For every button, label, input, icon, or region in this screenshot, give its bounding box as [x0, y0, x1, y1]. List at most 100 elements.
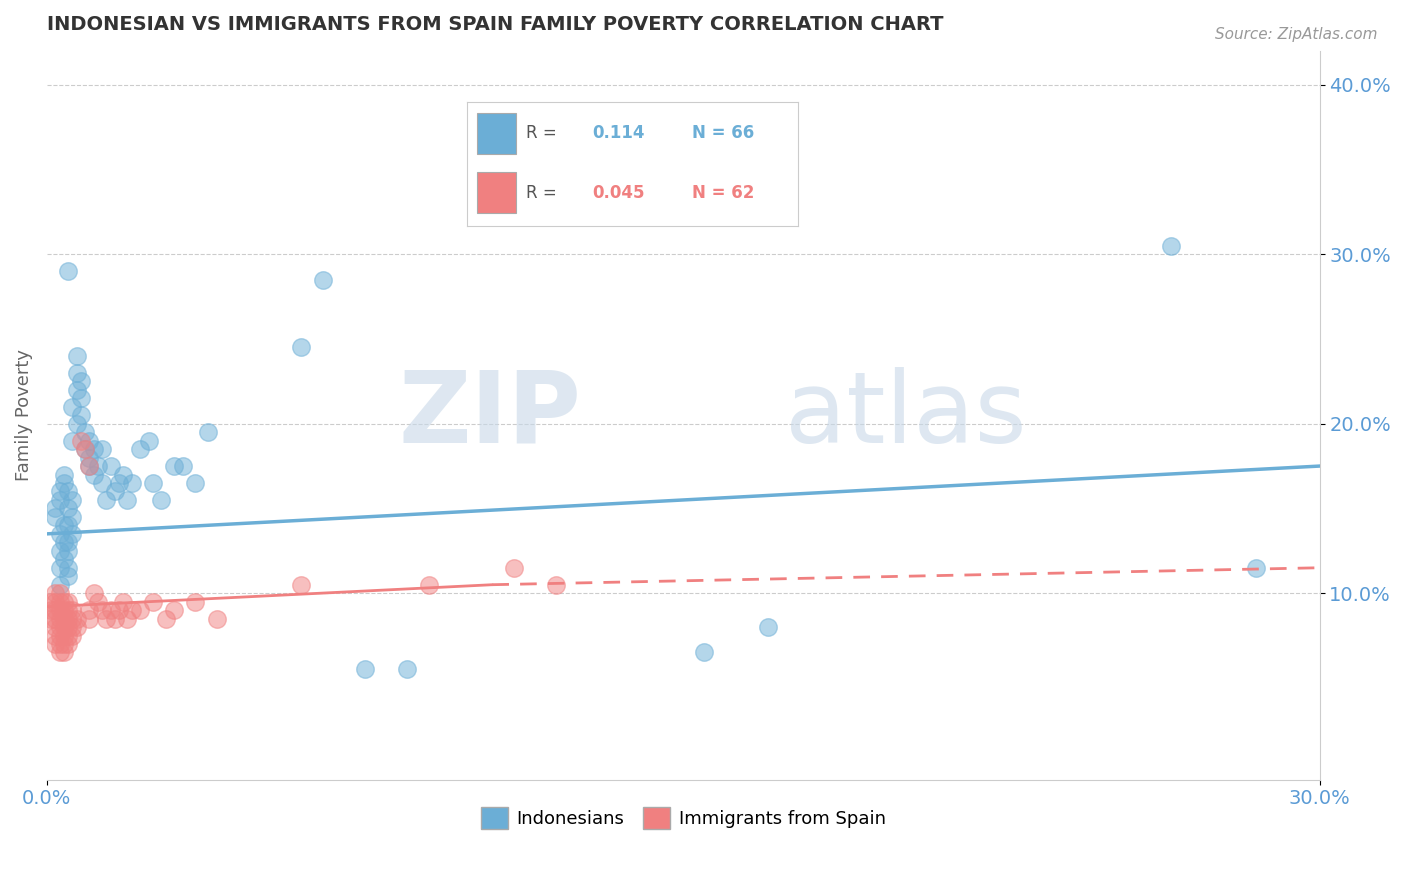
Point [48, 603, 70, 617]
Point [39, 603, 62, 617]
Point [418, 578, 440, 592]
Point [756, 620, 779, 634]
Text: ZIP: ZIP [398, 367, 582, 464]
Legend: Indonesians, Immigrants from Spain: Indonesians, Immigrants from Spain [474, 800, 893, 836]
Point [60, 620, 83, 634]
Point [56, 484, 79, 499]
Text: atlas: atlas [785, 367, 1026, 464]
Point [121, 475, 143, 490]
Point [48, 620, 70, 634]
Point [44, 612, 66, 626]
Point [311, 272, 333, 286]
Point [69, 434, 91, 448]
Point [60, 400, 83, 414]
Point [39, 612, 62, 626]
Point [79, 458, 101, 473]
Point [129, 442, 152, 456]
Point [354, 663, 377, 677]
Point [48, 612, 70, 626]
Point [48, 560, 70, 574]
Point [290, 340, 312, 354]
Point [48, 492, 70, 507]
Point [197, 425, 219, 439]
Point [52, 595, 75, 609]
Point [52, 467, 75, 482]
Point [138, 434, 160, 448]
Point [79, 450, 101, 465]
Point [56, 543, 79, 558]
Point [44, 620, 66, 634]
Point [290, 578, 312, 592]
Point [52, 620, 75, 634]
Point [44, 586, 66, 600]
Point [79, 603, 101, 617]
Point [96, 492, 118, 507]
Point [44, 595, 66, 609]
Point [60, 509, 83, 524]
Point [60, 492, 83, 507]
Point [96, 612, 118, 626]
Point [142, 595, 165, 609]
Point [39, 595, 62, 609]
Point [100, 458, 122, 473]
Point [44, 603, 66, 617]
Point [56, 518, 79, 533]
Point [65, 349, 87, 363]
Point [75, 442, 97, 456]
Point [60, 526, 83, 541]
Point [65, 366, 87, 380]
Point [56, 560, 79, 574]
Point [163, 458, 186, 473]
Point [60, 434, 83, 448]
Point [87, 595, 110, 609]
Point [52, 518, 75, 533]
Point [56, 569, 79, 583]
Point [48, 637, 70, 651]
Point [52, 552, 75, 566]
Point [52, 612, 75, 626]
Point [69, 391, 91, 405]
Point [104, 612, 127, 626]
Point [52, 629, 75, 643]
Point [52, 603, 75, 617]
Point [65, 417, 87, 431]
Point [87, 458, 110, 473]
Point [60, 603, 83, 617]
Y-axis label: Family Poverty: Family Poverty [15, 350, 32, 481]
Point [48, 586, 70, 600]
Point [108, 475, 131, 490]
Point [108, 603, 131, 617]
Point [65, 620, 87, 634]
Point [52, 535, 75, 549]
Point [83, 467, 105, 482]
Point [65, 612, 87, 626]
Point [150, 492, 173, 507]
Point [502, 560, 524, 574]
Point [56, 595, 79, 609]
Point [48, 526, 70, 541]
Point [205, 612, 228, 626]
Point [48, 595, 70, 609]
Point [129, 603, 152, 617]
Point [79, 612, 101, 626]
Point [48, 646, 70, 660]
Point [91, 442, 114, 456]
Point [184, 595, 207, 609]
Point [104, 484, 127, 499]
Point [56, 637, 79, 651]
Point [163, 603, 186, 617]
Point [48, 629, 70, 643]
Point [56, 501, 79, 516]
Point [48, 484, 70, 499]
Point [48, 543, 70, 558]
Point [52, 637, 75, 651]
Point [69, 374, 91, 388]
Point [1244, 560, 1267, 574]
Point [100, 603, 122, 617]
Point [155, 612, 177, 626]
Point [544, 578, 567, 592]
Point [75, 425, 97, 439]
Point [83, 586, 105, 600]
Point [83, 442, 105, 456]
Point [60, 612, 83, 626]
